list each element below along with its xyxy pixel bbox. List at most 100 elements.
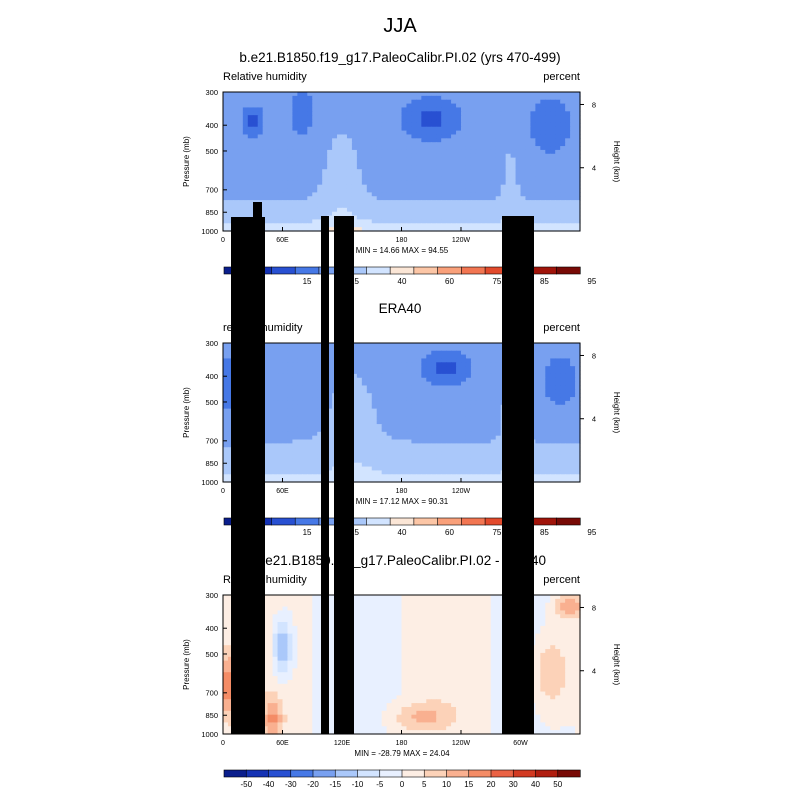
cell-model-15-54	[491, 150, 497, 154]
cell-model-8-40	[421, 123, 427, 127]
cell-model-15-67	[555, 150, 561, 154]
cell-model-26-35	[397, 192, 403, 196]
cell-era40-16-42	[431, 405, 437, 409]
cell-era40-10-9	[268, 382, 274, 386]
cell-model-24-49	[466, 185, 472, 189]
cell-era40-13-27	[357, 393, 363, 397]
cell-model-9-56	[501, 127, 507, 131]
cell-era40-13-17	[307, 393, 313, 397]
cell-era40-29-14	[292, 455, 298, 459]
cell-era40-0-44	[441, 343, 447, 347]
cell-era40-9-69	[565, 378, 571, 382]
cell-era40-19-32	[382, 416, 388, 420]
cell-model-10-5	[248, 131, 254, 135]
cell-model-27-50	[471, 196, 477, 200]
cell-model-16-62	[530, 154, 536, 158]
cell-model-0-42	[431, 92, 437, 96]
cell-model-32-66	[550, 216, 556, 220]
cell-era40-14-55	[496, 397, 502, 401]
cell-model-4-54	[491, 107, 497, 111]
cell-era40-15-10	[273, 401, 279, 405]
cell-era40-11-30	[372, 385, 378, 389]
cell-model-22-34	[392, 177, 398, 181]
cell-model-13-48	[461, 142, 467, 146]
cell-model-21-70	[570, 173, 576, 177]
cell-model-24-45	[446, 185, 452, 189]
cell-model-19-29	[367, 165, 373, 169]
cell-model-15-7	[258, 150, 264, 154]
cell-model-23-7	[258, 181, 264, 185]
cell-model-29-33	[387, 204, 393, 208]
cell-model-31-16	[302, 212, 308, 216]
cell-model-26-10	[273, 192, 279, 196]
cell-era40-5-33	[387, 362, 393, 366]
cell-model-32-46	[451, 216, 457, 220]
cell-model-4-31	[377, 107, 383, 111]
cell-era40-30-36	[402, 459, 408, 463]
cell-model-10-52	[481, 131, 487, 135]
cell-era40-18-46	[451, 413, 457, 417]
cell-era40-7-48	[461, 370, 467, 374]
cell-model-30-1	[228, 208, 234, 212]
cell-model-21-18	[312, 173, 318, 177]
cell-era40-29-17	[307, 455, 313, 459]
cell-model-22-50	[471, 177, 477, 181]
cell-era40-15-45	[446, 401, 452, 405]
cell-model-27-0	[223, 196, 229, 200]
cell-era40-30-43	[436, 459, 442, 463]
cell-model-11-17	[307, 134, 313, 138]
cell-model-9-59	[516, 127, 522, 131]
cell-era40-5-44	[441, 362, 447, 366]
cell-model-11-12	[283, 134, 289, 138]
cell-model-25-27	[357, 189, 363, 193]
cell-model-28-52	[481, 200, 487, 204]
cell-model-33-43	[436, 219, 442, 223]
cell-model-4-70	[570, 107, 576, 111]
cell-model-15-30	[372, 150, 378, 154]
cell-model-30-40	[421, 208, 427, 212]
cell-era40-29-65	[545, 455, 551, 459]
cell-model-4-44	[441, 107, 447, 111]
cell-model-17-41	[426, 158, 432, 162]
cell-model-1-44	[441, 96, 447, 100]
cell-model-8-35	[397, 123, 403, 127]
cell-model-5-23	[337, 111, 343, 115]
cell-era40-2-67	[555, 351, 561, 355]
cell-model-4-59	[516, 107, 522, 111]
cell-era40-21-52	[481, 424, 487, 428]
cell-model-5-3	[238, 111, 244, 115]
cell-model-23-57	[506, 181, 512, 185]
cell-model-32-28	[362, 216, 368, 220]
cell-model-9-51	[476, 127, 482, 131]
cell-era40-22-16	[302, 428, 308, 432]
cell-era40-18-45	[446, 413, 452, 417]
cell-model-6-39	[416, 115, 422, 119]
cell-era40-22-47	[456, 428, 462, 432]
cell-model-26-25	[347, 192, 353, 196]
cell-era40-26-45	[446, 443, 452, 447]
cell-model-19-46	[451, 165, 457, 169]
cell-model-29-8	[263, 204, 269, 208]
cell-model-3-26	[352, 104, 358, 108]
cell-model-10-9	[268, 131, 274, 135]
cell-era40-15-34	[392, 401, 398, 405]
cell-era40-12-27	[357, 389, 363, 393]
cell-model-17-54	[491, 158, 497, 162]
cell-model-15-42	[431, 150, 437, 154]
cell-model-3-14	[292, 104, 298, 108]
cell-era40-2-41	[426, 351, 432, 355]
cell-era40-22-34	[392, 428, 398, 432]
cell-era40-25-16	[302, 440, 308, 444]
ytick-label-model-2: 500	[205, 147, 218, 156]
cell-model-2-52	[481, 100, 487, 104]
cell-era40-24-12	[283, 436, 289, 440]
cell-model-18-31	[377, 162, 383, 166]
cell-model-31-15	[297, 212, 303, 216]
cell-model-27-16	[302, 196, 308, 200]
cell-era40-1-67	[555, 347, 561, 351]
cell-era40-4-31	[377, 358, 383, 362]
cell-era40-22-65	[545, 428, 551, 432]
cell-era40-24-40	[421, 436, 427, 440]
cell-model-1-51	[476, 96, 482, 100]
cell-model-13-69	[565, 142, 571, 146]
